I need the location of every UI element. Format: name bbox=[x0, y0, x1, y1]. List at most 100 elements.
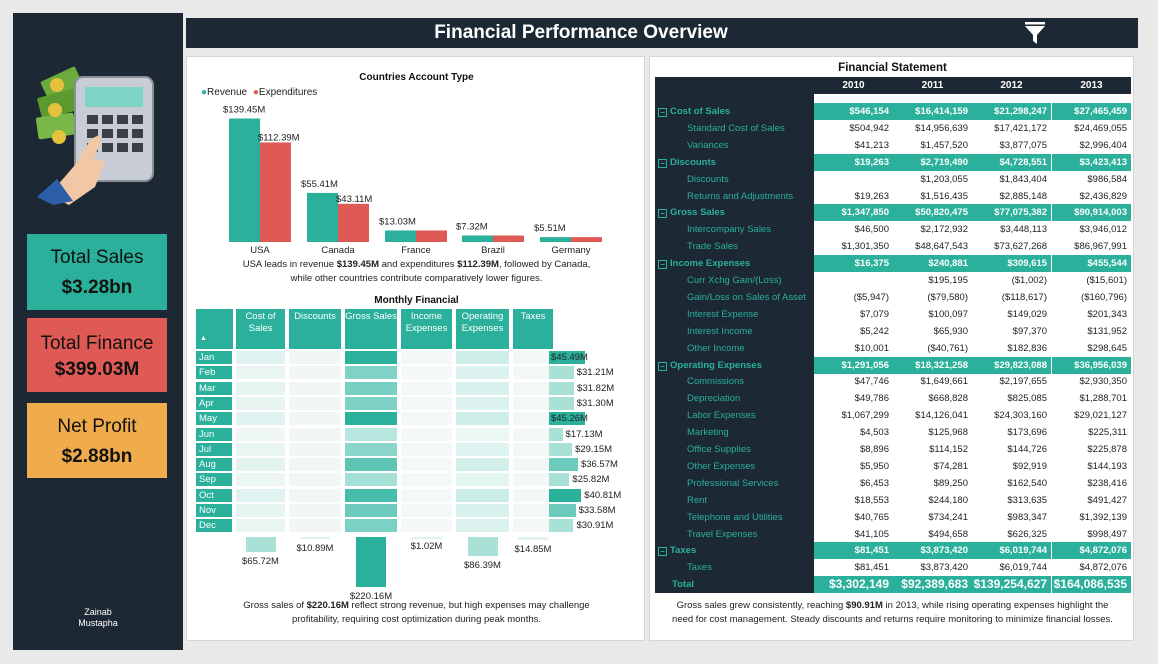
bar-usa-expenditures[interactable] bbox=[260, 142, 291, 242]
year-header[interactable]: 2013 bbox=[1080, 80, 1103, 91]
collapse-icon[interactable]: − bbox=[658, 260, 667, 270]
row-label[interactable]: − Operating Expenses bbox=[655, 356, 814, 374]
matrix-cell[interactable] bbox=[289, 412, 341, 426]
matrix-cell[interactable] bbox=[401, 519, 452, 533]
matrix-cell[interactable] bbox=[456, 366, 509, 380]
matrix-cell[interactable] bbox=[289, 351, 341, 364]
sort-arrow-icon[interactable]: ▲ bbox=[196, 309, 233, 349]
bar-usa-revenue[interactable] bbox=[229, 118, 260, 242]
month-total-bar[interactable] bbox=[549, 504, 576, 517]
row-label[interactable]: − Discounts bbox=[655, 153, 814, 171]
column-header[interactable]: Operating Expenses bbox=[456, 309, 509, 349]
year-header[interactable]: 2010 bbox=[842, 80, 865, 91]
matrix-cell[interactable] bbox=[236, 381, 285, 395]
matrix-cell[interactable] bbox=[345, 504, 397, 517]
matrix-cell[interactable] bbox=[236, 519, 285, 533]
matrix-cell[interactable] bbox=[289, 519, 341, 533]
matrix-cell[interactable] bbox=[236, 366, 285, 380]
matrix-cell[interactable] bbox=[456, 519, 509, 533]
matrix-cell[interactable] bbox=[401, 366, 452, 380]
matrix-cell[interactable] bbox=[236, 412, 285, 426]
collapse-icon[interactable]: − bbox=[658, 209, 667, 219]
bar-brazil-expenditures[interactable] bbox=[493, 235, 524, 242]
matrix-cell[interactable] bbox=[513, 473, 553, 487]
month-total-bar[interactable] bbox=[549, 519, 574, 533]
column-total-bar[interactable] bbox=[356, 536, 386, 587]
row-label[interactable]: − Cost of Sales bbox=[655, 103, 814, 120]
matrix-cell[interactable] bbox=[345, 519, 397, 533]
matrix-cell[interactable] bbox=[401, 458, 452, 472]
bar-germany-revenue[interactable] bbox=[540, 237, 571, 242]
matrix-cell[interactable] bbox=[289, 381, 341, 395]
matrix-cell[interactable] bbox=[345, 351, 397, 364]
matrix-cell[interactable] bbox=[401, 504, 452, 517]
column-total-bar[interactable] bbox=[467, 536, 498, 557]
matrix-cell[interactable] bbox=[513, 458, 553, 472]
matrix-cell[interactable] bbox=[236, 473, 285, 487]
matrix-cell[interactable] bbox=[289, 442, 341, 456]
matrix-cell[interactable] bbox=[289, 488, 341, 502]
matrix-cell[interactable] bbox=[513, 504, 553, 517]
collapse-icon[interactable]: − bbox=[658, 361, 667, 371]
matrix-cell[interactable] bbox=[289, 458, 341, 472]
matrix-cell[interactable] bbox=[513, 366, 553, 380]
column-total-bar[interactable] bbox=[300, 536, 330, 540]
month-total-bar[interactable] bbox=[549, 381, 575, 395]
matrix-cell[interactable] bbox=[513, 427, 553, 441]
column-header[interactable]: Cost of Sales bbox=[236, 309, 285, 349]
column-header[interactable]: Discounts bbox=[289, 309, 341, 349]
matrix-cell[interactable] bbox=[456, 396, 509, 410]
matrix-cell[interactable] bbox=[289, 504, 341, 517]
year-header[interactable]: 2011 bbox=[921, 80, 944, 91]
matrix-cell[interactable] bbox=[401, 412, 452, 426]
matrix-cell[interactable] bbox=[456, 458, 509, 472]
matrix-cell[interactable] bbox=[513, 442, 553, 456]
filter-icon[interactable] bbox=[1022, 22, 1048, 46]
matrix-cell[interactable] bbox=[513, 381, 553, 395]
matrix-cell[interactable] bbox=[345, 488, 397, 502]
month-total-bar[interactable] bbox=[549, 396, 574, 410]
matrix-cell[interactable] bbox=[513, 396, 553, 410]
matrix-cell[interactable] bbox=[289, 396, 341, 410]
month-total-bar[interactable] bbox=[549, 488, 582, 502]
matrix-cell[interactable] bbox=[456, 442, 509, 456]
bar-france-revenue[interactable] bbox=[385, 230, 416, 242]
matrix-cell[interactable] bbox=[456, 504, 509, 517]
matrix-cell[interactable] bbox=[513, 351, 553, 364]
bar-germany-expenditures[interactable] bbox=[571, 237, 602, 242]
bar-brazil-revenue[interactable] bbox=[462, 235, 493, 242]
bar-canada-expenditures[interactable] bbox=[338, 203, 369, 242]
matrix-cell[interactable] bbox=[236, 488, 285, 502]
matrix-cell[interactable] bbox=[401, 381, 452, 395]
matrix-cell[interactable] bbox=[345, 442, 397, 456]
matrix-cell[interactable] bbox=[236, 442, 285, 456]
bar-canada-revenue[interactable] bbox=[307, 192, 338, 242]
matrix-cell[interactable] bbox=[236, 427, 285, 441]
matrix-cell[interactable] bbox=[401, 488, 452, 502]
collapse-icon[interactable]: − bbox=[658, 108, 667, 117]
matrix-cell[interactable] bbox=[401, 473, 452, 487]
month-total-bar[interactable] bbox=[549, 427, 563, 441]
month-total-bar[interactable] bbox=[549, 442, 573, 456]
matrix-cell[interactable] bbox=[456, 381, 509, 395]
matrix-cell[interactable] bbox=[345, 381, 397, 395]
column-total-bar[interactable] bbox=[411, 536, 442, 539]
matrix-cell[interactable] bbox=[289, 366, 341, 380]
month-total-bar[interactable] bbox=[549, 351, 585, 364]
matrix-cell[interactable] bbox=[456, 351, 509, 364]
matrix-cell[interactable] bbox=[456, 412, 509, 426]
matrix-cell[interactable] bbox=[401, 442, 452, 456]
matrix-cell[interactable] bbox=[456, 427, 509, 441]
matrix-cell[interactable] bbox=[345, 458, 397, 472]
month-total-bar[interactable] bbox=[549, 366, 574, 380]
column-total-bar[interactable] bbox=[245, 536, 276, 552]
column-total-bar[interactable] bbox=[518, 536, 548, 540]
matrix-cell[interactable] bbox=[236, 458, 285, 472]
matrix-cell[interactable] bbox=[513, 519, 553, 533]
matrix-cell[interactable] bbox=[289, 427, 341, 441]
matrix-cell[interactable] bbox=[345, 396, 397, 410]
column-header[interactable]: Gross Sales bbox=[345, 309, 397, 349]
matrix-cell[interactable] bbox=[345, 412, 397, 426]
matrix-cell[interactable] bbox=[401, 396, 452, 410]
matrix-cell[interactable] bbox=[236, 396, 285, 410]
